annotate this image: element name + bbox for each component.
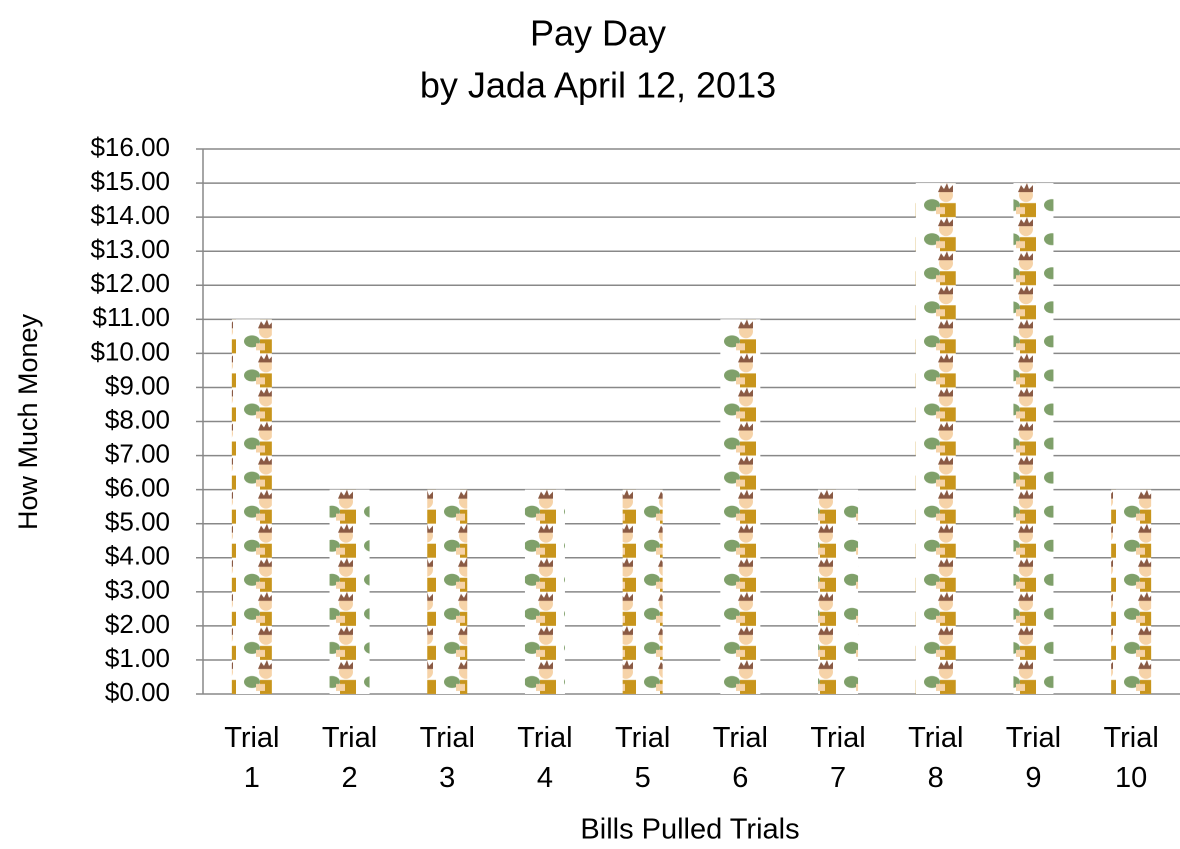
bar xyxy=(916,183,956,694)
x-tick-label: Trial 8 xyxy=(896,718,976,798)
page: Pay Day by Jada April 12, 2013 Bills Pul… xyxy=(0,0,1180,849)
y-tick-label: $5.00 xyxy=(105,507,170,537)
x-tick-label: Trial 5 xyxy=(603,718,683,798)
bar xyxy=(720,319,760,694)
y-axis-title: How Much Money xyxy=(13,313,43,530)
bar xyxy=(330,490,370,694)
x-axis-title: Bills Pulled Trials xyxy=(580,814,799,846)
x-tick-label: Trial 7 xyxy=(798,718,878,798)
y-tick-label: $4.00 xyxy=(105,541,170,571)
x-tick-label: Trial 2 xyxy=(310,718,390,798)
y-tick-label: $14.00 xyxy=(90,200,170,230)
y-tick-label: $12.00 xyxy=(90,268,170,298)
y-tick-label: $16.00 xyxy=(90,132,170,162)
y-tick-label: $3.00 xyxy=(105,575,170,605)
bar xyxy=(1111,490,1151,694)
y-tick-label: $6.00 xyxy=(105,473,170,503)
chart-subtitle: by Jada April 12, 2013 xyxy=(420,65,776,106)
bar xyxy=(427,490,467,694)
x-tick-label: Trial 9 xyxy=(993,718,1073,798)
y-tick-label: $9.00 xyxy=(105,370,170,400)
x-tick-label: Trial 6 xyxy=(700,718,780,798)
bar xyxy=(1013,183,1053,694)
bar xyxy=(525,490,565,694)
y-tick-label: $15.00 xyxy=(90,166,170,196)
y-tick-label: $1.00 xyxy=(105,643,170,673)
bar xyxy=(623,490,663,694)
y-tick-label: $13.00 xyxy=(90,234,170,264)
chart-title: Pay Day xyxy=(530,13,666,54)
bar xyxy=(818,490,858,694)
x-tick-label: Trial 4 xyxy=(505,718,585,798)
y-tick-label: $8.00 xyxy=(105,404,170,434)
x-tick-label: Trial 1 xyxy=(212,718,292,798)
x-tick-label: Trial 3 xyxy=(407,718,487,798)
x-tick-label: Trial 10 xyxy=(1091,718,1171,798)
y-tick-label: $10.00 xyxy=(90,336,170,366)
bar xyxy=(232,319,272,694)
y-tick-label: $7.00 xyxy=(105,438,170,468)
y-tick-label: $11.00 xyxy=(92,302,170,332)
y-tick-label: $2.00 xyxy=(105,609,170,639)
y-tick-label: $0.00 xyxy=(105,677,170,707)
